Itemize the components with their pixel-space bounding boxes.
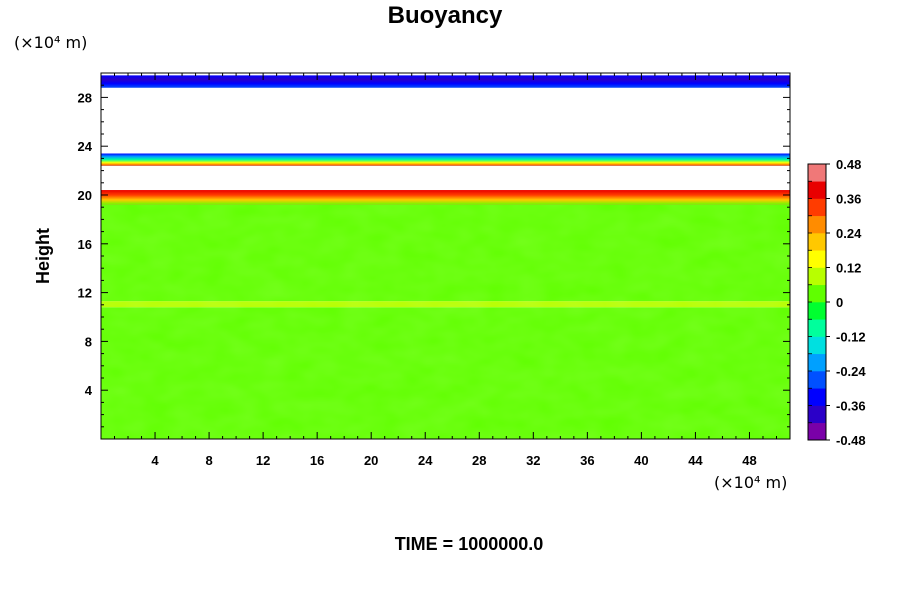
colorbar-tick-label: 0.24 [836, 226, 862, 241]
y-tick-label: 4 [85, 383, 93, 398]
warm-interface-band [101, 190, 790, 205]
colorbar-swatch [808, 215, 826, 234]
plot-area [100, 72, 791, 440]
colorbar-swatch [808, 371, 826, 389]
colorbar-swatch [808, 250, 826, 268]
colorbar-tick-label: 0 [836, 295, 843, 310]
colorbar-swatch [808, 198, 826, 217]
x-axis: 4 8 12 16 20 24 28 32 36 40 44 48 [114, 73, 777, 468]
colorbar: 0.48 0.36 0.24 0.12 0 -0.12 -0.24 -0.36 -0.48 [807, 157, 866, 448]
top-interface-band [101, 75, 790, 88]
x-tick-label: 16 [310, 453, 324, 468]
y-tick-label: 12 [78, 286, 92, 301]
y-axis-units: (×10⁴ m) [14, 33, 87, 52]
y-tick-label: 20 [78, 188, 92, 203]
colorbar-swatch [808, 302, 826, 320]
colorbar-tick-label: 0.36 [836, 192, 861, 207]
colorbar-tick-label: 0.48 [836, 157, 861, 172]
colorbar-tick-label: -0.24 [836, 364, 866, 379]
x-tick-label: 4 [151, 453, 159, 468]
time-label: TIME = 1000000.0 [395, 534, 544, 554]
y-tick-label: 28 [78, 90, 92, 105]
colorbar-swatch [808, 422, 826, 441]
x-tick-label: 20 [364, 453, 378, 468]
x-tick-label: 44 [688, 453, 703, 468]
x-tick-label: 40 [634, 453, 648, 468]
colorbar-swatch [808, 388, 826, 406]
colorbar-tick-label: 0.12 [836, 261, 861, 276]
y-axis: 4 8 12 16 20 24 28 [78, 84, 790, 428]
x-axis-units: (×10⁴ m) [714, 473, 787, 492]
y-tick-label: 8 [85, 334, 92, 349]
x-tick-label: 24 [418, 453, 433, 468]
colorbar-swatch [808, 267, 826, 286]
colorbar-swatch [808, 164, 826, 182]
field-texture [101, 204, 790, 439]
x-tick-label: 48 [742, 453, 756, 468]
colorbar-swatch [808, 353, 826, 372]
y-tick-label: 16 [78, 237, 92, 252]
colorbar-swatch [808, 284, 826, 303]
colorbar-swatch [808, 233, 826, 251]
x-tick-label: 36 [580, 453, 594, 468]
x-tick-label: 8 [205, 453, 212, 468]
x-tick-label: 32 [526, 453, 540, 468]
colorbar-swatch [808, 319, 826, 337]
cool-interface-band [101, 153, 790, 166]
y-axis-label: Height [33, 228, 53, 284]
colorbar-swatch [808, 336, 826, 355]
y-tick-label: 24 [78, 139, 93, 154]
chart-title: Buoyancy [388, 2, 503, 29]
colorbar-tick-label: -0.12 [836, 330, 866, 345]
colorbar-swatch [808, 405, 826, 424]
colorbar-tick-label: -0.48 [836, 433, 866, 448]
x-tick-label: 28 [472, 453, 486, 468]
colorbar-swatch [808, 181, 826, 199]
colorbar-tick-label: -0.36 [836, 399, 866, 414]
x-tick-label: 12 [256, 453, 270, 468]
